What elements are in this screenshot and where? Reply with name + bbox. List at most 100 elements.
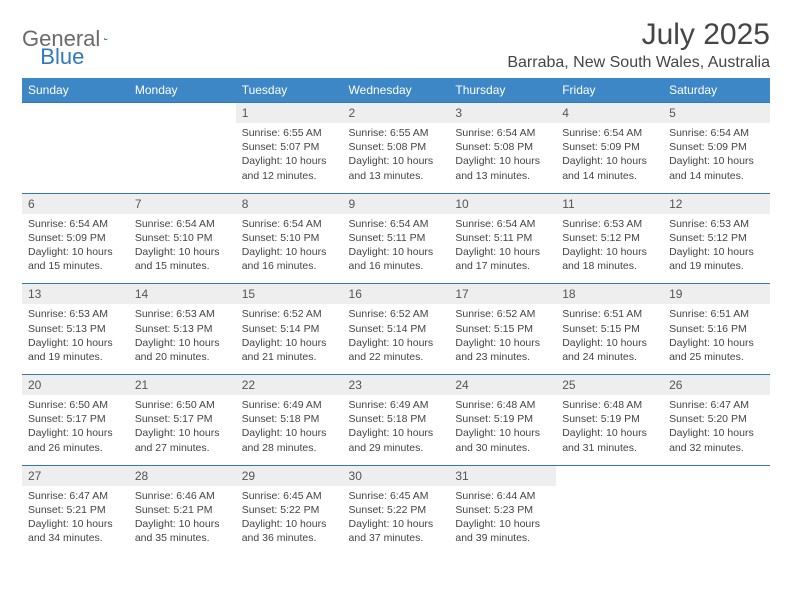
calendar-cell: 10Sunrise: 6:54 AMSunset: 5:11 PMDayligh… — [449, 193, 556, 284]
day-number: 30 — [343, 466, 450, 486]
day-number: 17 — [449, 284, 556, 304]
calendar-body: 1Sunrise: 6:55 AMSunset: 5:07 PMDaylight… — [22, 102, 770, 555]
calendar-cell — [663, 465, 770, 556]
day-number: 15 — [236, 284, 343, 304]
day-details: Sunrise: 6:48 AMSunset: 5:19 PMDaylight:… — [449, 395, 556, 465]
calendar-cell: 23Sunrise: 6:49 AMSunset: 5:18 PMDayligh… — [343, 374, 450, 465]
day-details: Sunrise: 6:51 AMSunset: 5:15 PMDaylight:… — [556, 304, 663, 374]
day-number: 6 — [22, 194, 129, 214]
weekday-header: Sunday — [22, 78, 129, 102]
calendar-cell: 17Sunrise: 6:52 AMSunset: 5:15 PMDayligh… — [449, 283, 556, 374]
day-details: Sunrise: 6:49 AMSunset: 5:18 PMDaylight:… — [236, 395, 343, 465]
calendar-cell: 4Sunrise: 6:54 AMSunset: 5:09 PMDaylight… — [556, 102, 663, 193]
calendar-cell: 6Sunrise: 6:54 AMSunset: 5:09 PMDaylight… — [22, 193, 129, 284]
day-number: 5 — [663, 103, 770, 123]
day-details: Sunrise: 6:53 AMSunset: 5:13 PMDaylight:… — [22, 304, 129, 374]
day-details: Sunrise: 6:54 AMSunset: 5:09 PMDaylight:… — [556, 123, 663, 193]
day-details: Sunrise: 6:53 AMSunset: 5:13 PMDaylight:… — [129, 304, 236, 374]
logo-arrow-icon — [104, 29, 107, 49]
calendar-cell: 15Sunrise: 6:52 AMSunset: 5:14 PMDayligh… — [236, 283, 343, 374]
calendar-cell: 28Sunrise: 6:46 AMSunset: 5:21 PMDayligh… — [129, 465, 236, 556]
calendar-row: 27Sunrise: 6:47 AMSunset: 5:21 PMDayligh… — [22, 465, 770, 556]
day-number: 14 — [129, 284, 236, 304]
day-number: 18 — [556, 284, 663, 304]
day-details: Sunrise: 6:47 AMSunset: 5:20 PMDaylight:… — [663, 395, 770, 465]
calendar-cell: 11Sunrise: 6:53 AMSunset: 5:12 PMDayligh… — [556, 193, 663, 284]
day-number: 29 — [236, 466, 343, 486]
day-details: Sunrise: 6:51 AMSunset: 5:16 PMDaylight:… — [663, 304, 770, 374]
day-number: 10 — [449, 194, 556, 214]
weekday-header: Saturday — [663, 78, 770, 102]
day-details: Sunrise: 6:45 AMSunset: 5:22 PMDaylight:… — [236, 486, 343, 556]
calendar-cell: 19Sunrise: 6:51 AMSunset: 5:16 PMDayligh… — [663, 283, 770, 374]
calendar-cell: 22Sunrise: 6:49 AMSunset: 5:18 PMDayligh… — [236, 374, 343, 465]
day-number: 2 — [343, 103, 450, 123]
logo-text-blue: Blue — [40, 44, 84, 70]
calendar-cell: 9Sunrise: 6:54 AMSunset: 5:11 PMDaylight… — [343, 193, 450, 284]
day-details: Sunrise: 6:52 AMSunset: 5:14 PMDaylight:… — [236, 304, 343, 374]
day-number: 27 — [22, 466, 129, 486]
calendar-cell: 27Sunrise: 6:47 AMSunset: 5:21 PMDayligh… — [22, 465, 129, 556]
day-details: Sunrise: 6:54 AMSunset: 5:11 PMDaylight:… — [449, 214, 556, 284]
calendar-cell — [22, 102, 129, 193]
day-number: 1 — [236, 103, 343, 123]
calendar-cell: 18Sunrise: 6:51 AMSunset: 5:15 PMDayligh… — [556, 283, 663, 374]
day-details: Sunrise: 6:49 AMSunset: 5:18 PMDaylight:… — [343, 395, 450, 465]
calendar-cell: 31Sunrise: 6:44 AMSunset: 5:23 PMDayligh… — [449, 465, 556, 556]
day-details: Sunrise: 6:53 AMSunset: 5:12 PMDaylight:… — [556, 214, 663, 284]
weekday-header-row: SundayMondayTuesdayWednesdayThursdayFrid… — [22, 78, 770, 102]
day-number: 31 — [449, 466, 556, 486]
weekday-header: Friday — [556, 78, 663, 102]
month-title: July 2025 — [507, 18, 770, 52]
day-details: Sunrise: 6:53 AMSunset: 5:12 PMDaylight:… — [663, 214, 770, 284]
location-text: Barraba, New South Wales, Australia — [507, 54, 770, 72]
calendar-cell: 2Sunrise: 6:55 AMSunset: 5:08 PMDaylight… — [343, 102, 450, 193]
calendar-cell: 8Sunrise: 6:54 AMSunset: 5:10 PMDaylight… — [236, 193, 343, 284]
day-number: 21 — [129, 375, 236, 395]
day-details: Sunrise: 6:54 AMSunset: 5:09 PMDaylight:… — [22, 214, 129, 284]
day-number: 11 — [556, 194, 663, 214]
calendar-row: 1Sunrise: 6:55 AMSunset: 5:07 PMDaylight… — [22, 102, 770, 193]
day-number: 3 — [449, 103, 556, 123]
calendar-row: 13Sunrise: 6:53 AMSunset: 5:13 PMDayligh… — [22, 283, 770, 374]
day-number: 23 — [343, 375, 450, 395]
day-number: 28 — [129, 466, 236, 486]
calendar-cell: 30Sunrise: 6:45 AMSunset: 5:22 PMDayligh… — [343, 465, 450, 556]
day-number: 9 — [343, 194, 450, 214]
calendar-cell: 20Sunrise: 6:50 AMSunset: 5:17 PMDayligh… — [22, 374, 129, 465]
calendar-cell: 13Sunrise: 6:53 AMSunset: 5:13 PMDayligh… — [22, 283, 129, 374]
day-number: 26 — [663, 375, 770, 395]
header-row: General Blue July 2025 Barraba, New Sout… — [22, 18, 770, 72]
logo: General Blue — [22, 18, 176, 52]
weekday-header: Monday — [129, 78, 236, 102]
day-number: 7 — [129, 194, 236, 214]
calendar-row: 20Sunrise: 6:50 AMSunset: 5:17 PMDayligh… — [22, 374, 770, 465]
calendar-cell: 14Sunrise: 6:53 AMSunset: 5:13 PMDayligh… — [129, 283, 236, 374]
day-details: Sunrise: 6:54 AMSunset: 5:10 PMDaylight:… — [236, 214, 343, 284]
calendar-cell: 12Sunrise: 6:53 AMSunset: 5:12 PMDayligh… — [663, 193, 770, 284]
calendar-cell: 25Sunrise: 6:48 AMSunset: 5:19 PMDayligh… — [556, 374, 663, 465]
calendar-cell: 16Sunrise: 6:52 AMSunset: 5:14 PMDayligh… — [343, 283, 450, 374]
day-details: Sunrise: 6:55 AMSunset: 5:07 PMDaylight:… — [236, 123, 343, 193]
calendar-cell: 5Sunrise: 6:54 AMSunset: 5:09 PMDaylight… — [663, 102, 770, 193]
day-number: 4 — [556, 103, 663, 123]
day-details: Sunrise: 6:50 AMSunset: 5:17 PMDaylight:… — [22, 395, 129, 465]
day-details: Sunrise: 6:45 AMSunset: 5:22 PMDaylight:… — [343, 486, 450, 556]
day-details: Sunrise: 6:52 AMSunset: 5:14 PMDaylight:… — [343, 304, 450, 374]
calendar-row: 6Sunrise: 6:54 AMSunset: 5:09 PMDaylight… — [22, 193, 770, 284]
day-number: 13 — [22, 284, 129, 304]
day-details: Sunrise: 6:47 AMSunset: 5:21 PMDaylight:… — [22, 486, 129, 556]
day-details: Sunrise: 6:54 AMSunset: 5:11 PMDaylight:… — [343, 214, 450, 284]
calendar-cell: 26Sunrise: 6:47 AMSunset: 5:20 PMDayligh… — [663, 374, 770, 465]
calendar-cell: 1Sunrise: 6:55 AMSunset: 5:07 PMDaylight… — [236, 102, 343, 193]
weekday-header: Thursday — [449, 78, 556, 102]
calendar-table: SundayMondayTuesdayWednesdayThursdayFrid… — [22, 78, 770, 555]
title-block: July 2025 Barraba, New South Wales, Aust… — [507, 18, 770, 72]
day-details: Sunrise: 6:52 AMSunset: 5:15 PMDaylight:… — [449, 304, 556, 374]
day-details: Sunrise: 6:55 AMSunset: 5:08 PMDaylight:… — [343, 123, 450, 193]
day-details: Sunrise: 6:44 AMSunset: 5:23 PMDaylight:… — [449, 486, 556, 556]
calendar-cell: 21Sunrise: 6:50 AMSunset: 5:17 PMDayligh… — [129, 374, 236, 465]
day-details: Sunrise: 6:54 AMSunset: 5:09 PMDaylight:… — [663, 123, 770, 193]
day-number: 24 — [449, 375, 556, 395]
day-number: 20 — [22, 375, 129, 395]
